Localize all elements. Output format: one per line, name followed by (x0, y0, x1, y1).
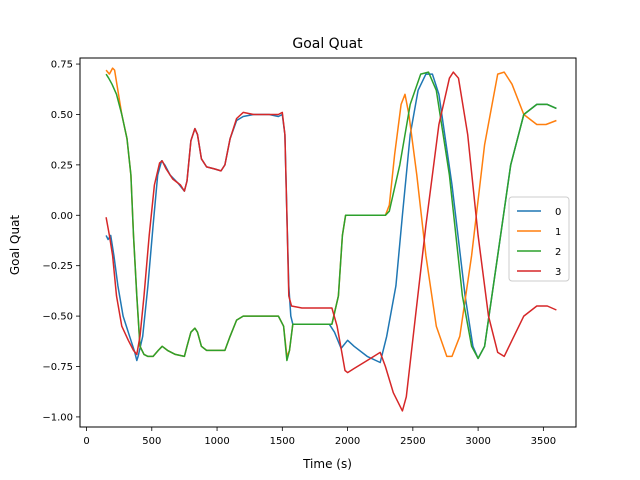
legend-label-3: 3 (555, 267, 561, 278)
y-tick-label: −0.25 (42, 261, 73, 272)
y-tick-label: −0.75 (42, 362, 73, 373)
series-line-2 (105, 71, 557, 362)
legend: 0 1 2 3 (508, 196, 570, 282)
chart-title: Goal Quat (292, 36, 363, 52)
series-line-0 (105, 73, 557, 364)
y-tick-label: 0.25 (51, 160, 73, 171)
x-tick-label: 500 (142, 436, 161, 447)
y-tick-label: 0.75 (51, 60, 73, 71)
x-axis-label: Time (s) (302, 457, 352, 471)
y-tick-label: −0.50 (42, 312, 73, 323)
y-tick-label: 0.00 (51, 211, 73, 222)
plot-frame (79, 57, 577, 428)
x-tick-label: 1000 (204, 436, 229, 447)
legend-box (508, 196, 570, 282)
plot-lines (105, 67, 557, 412)
x-tick-label: 0 (83, 436, 89, 447)
x-tick-label: 3500 (531, 436, 556, 447)
x-tick-label: 3000 (465, 436, 490, 447)
y-axis-ticks: −1.00 −0.75 −0.50 −0.25 0.00 0.25 0.50 0.75 (42, 60, 80, 423)
legend-label-2: 2 (555, 247, 561, 258)
x-axis-ticks: 0 500 1000 1500 2000 2500 3000 3500 (83, 427, 556, 447)
y-axis-label: Goal Quat (8, 215, 22, 276)
y-tick-label: −1.00 (42, 412, 73, 423)
x-tick-label: 2000 (335, 436, 360, 447)
y-tick-label: 0.50 (51, 110, 73, 121)
legend-label-1: 1 (555, 227, 561, 238)
series-line-3 (105, 71, 557, 412)
x-tick-label: 2500 (400, 436, 425, 447)
legend-label-0: 0 (555, 207, 561, 218)
x-tick-label: 1500 (270, 436, 295, 447)
